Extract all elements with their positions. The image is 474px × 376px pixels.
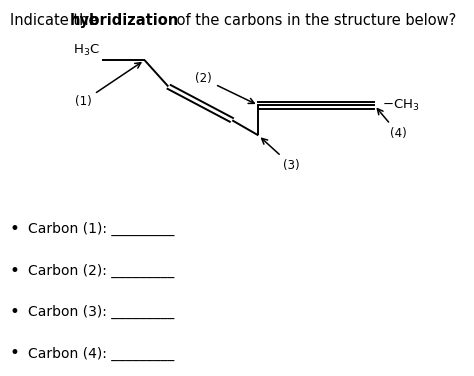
- Text: •: •: [9, 262, 19, 280]
- Text: •: •: [9, 344, 19, 362]
- Text: Carbon (3): _________: Carbon (3): _________: [28, 305, 175, 319]
- Text: Indicate the: Indicate the: [10, 13, 102, 28]
- Text: hybridization: hybridization: [70, 13, 179, 28]
- Text: Carbon (2): _________: Carbon (2): _________: [28, 264, 175, 278]
- Text: Carbon (1): _________: Carbon (1): _________: [28, 222, 175, 237]
- Text: of the carbons in the structure below?: of the carbons in the structure below?: [172, 13, 456, 28]
- Text: •: •: [9, 303, 19, 321]
- Text: •: •: [9, 220, 19, 238]
- Text: (3): (3): [262, 138, 300, 172]
- Text: (4): (4): [377, 109, 407, 140]
- Text: (1): (1): [74, 63, 141, 108]
- Text: (2): (2): [195, 73, 254, 103]
- Text: $-$CH$_3$: $-$CH$_3$: [382, 98, 419, 113]
- Text: H$_3$C: H$_3$C: [73, 43, 100, 58]
- Text: Carbon (4): _________: Carbon (4): _________: [28, 346, 175, 361]
